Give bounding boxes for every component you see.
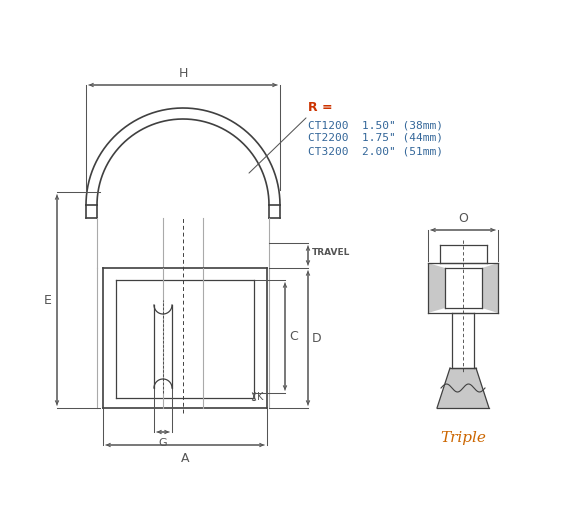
Text: H: H — [178, 67, 188, 80]
Text: CT1200  1.50" (38mm): CT1200 1.50" (38mm) — [308, 120, 443, 130]
Text: TRAVEL: TRAVEL — [312, 248, 351, 257]
Text: CT2200  1.75" (44mm): CT2200 1.75" (44mm) — [308, 133, 443, 143]
Text: CT3200  2.00" (51mm): CT3200 2.00" (51mm) — [308, 146, 443, 156]
Text: G: G — [159, 438, 167, 448]
Text: K: K — [257, 391, 263, 402]
Polygon shape — [437, 368, 489, 408]
Text: E: E — [44, 293, 52, 306]
Text: Triple: Triple — [440, 431, 486, 445]
Polygon shape — [482, 263, 498, 313]
Polygon shape — [428, 263, 445, 313]
Text: O: O — [458, 212, 468, 225]
Text: D: D — [312, 331, 321, 344]
Text: C: C — [289, 330, 297, 343]
Text: R =: R = — [308, 101, 333, 114]
Text: A: A — [181, 452, 189, 465]
